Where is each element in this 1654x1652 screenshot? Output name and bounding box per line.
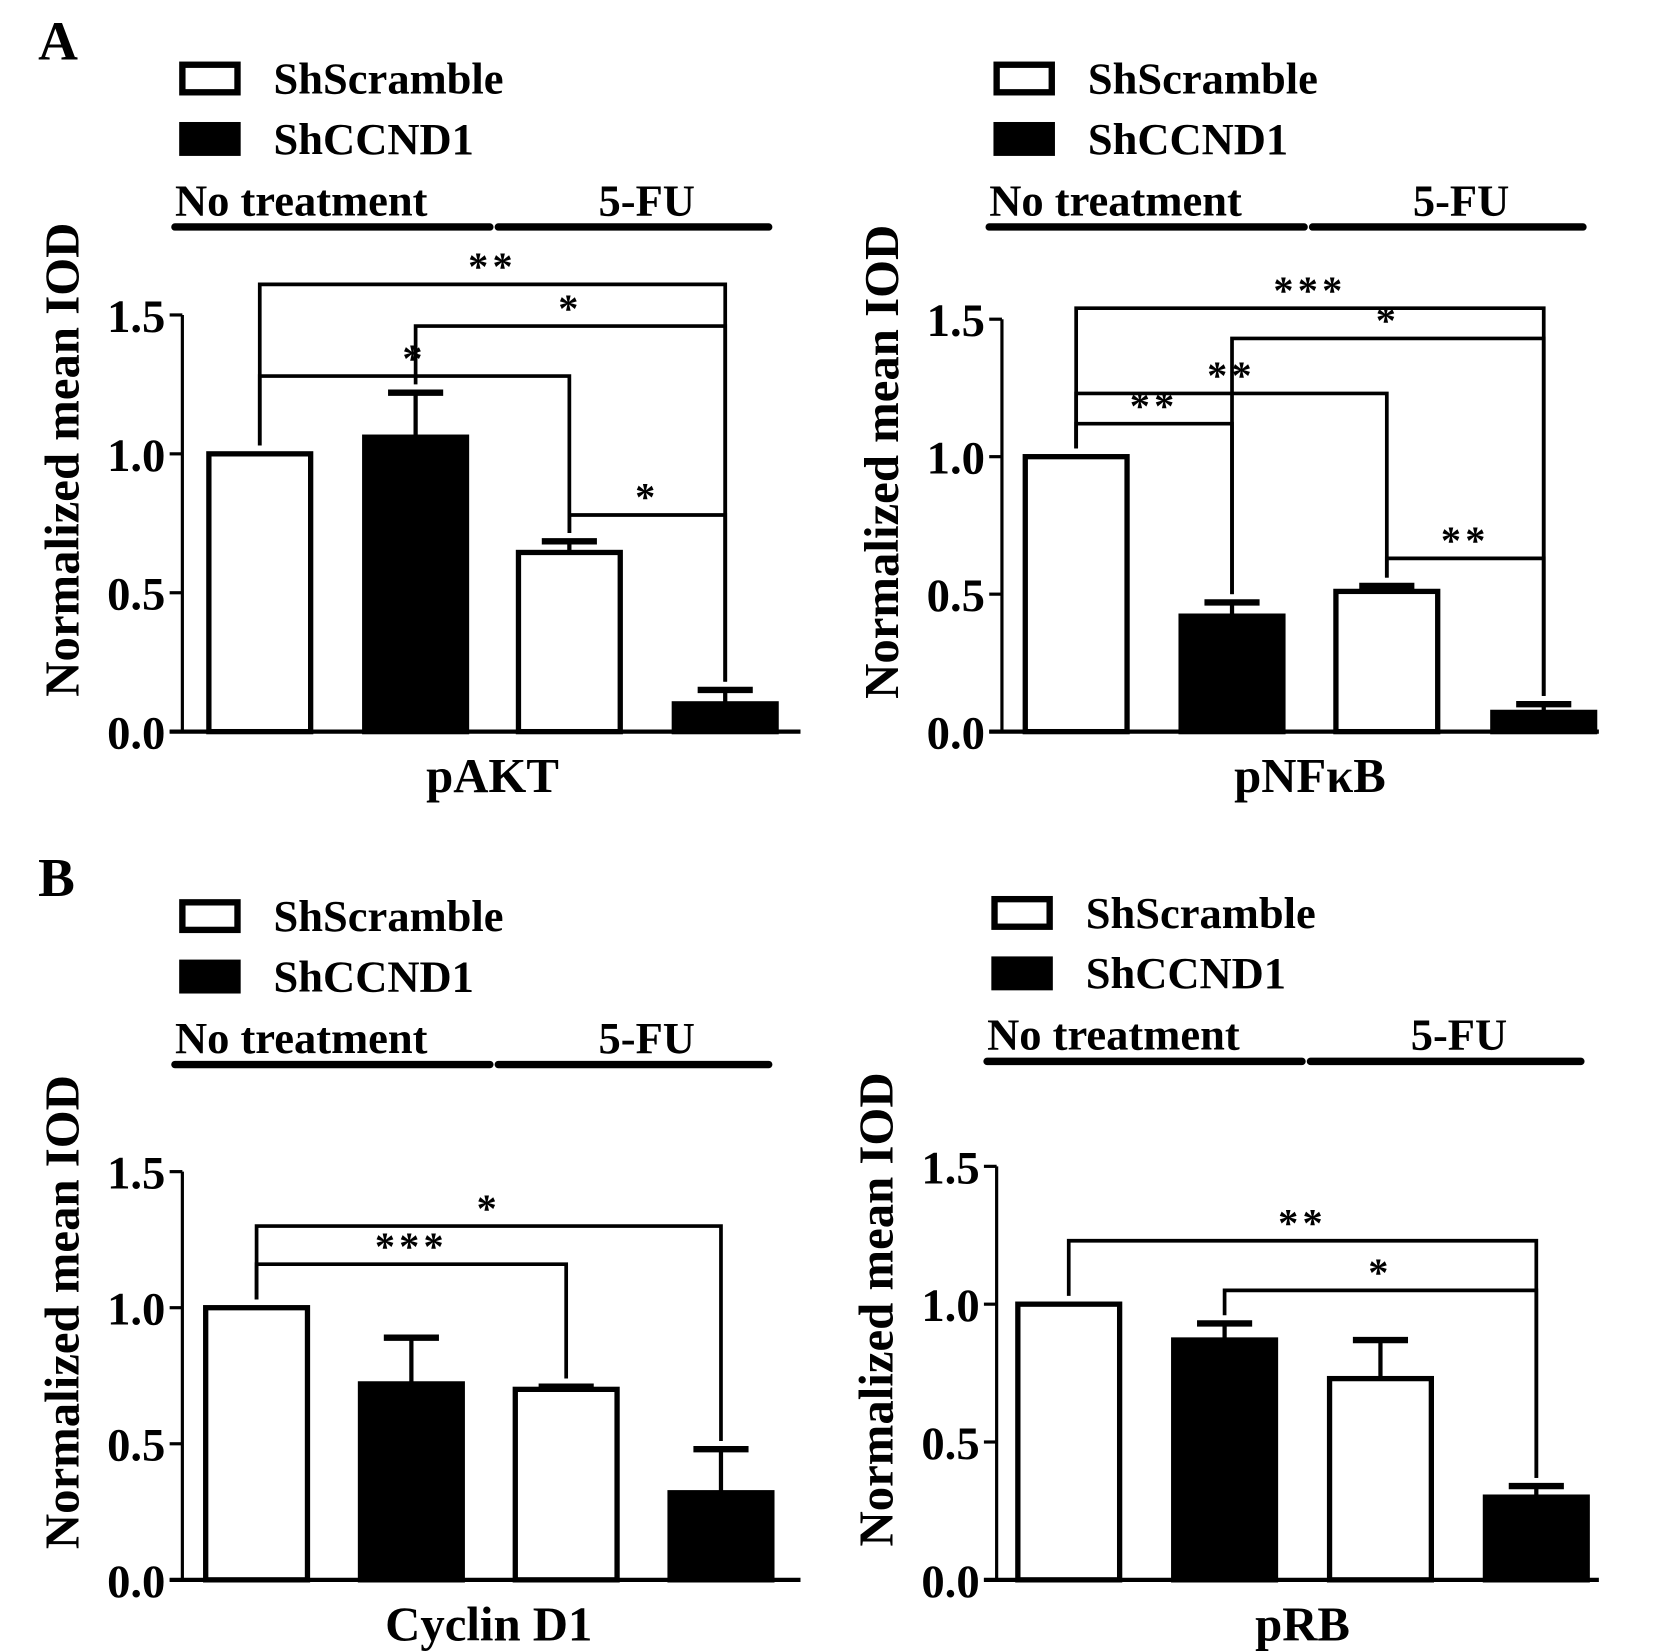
y-tick-label: 0.5: [107, 1420, 165, 1472]
y-axis-label: Normalized mean IOD: [35, 1075, 89, 1549]
y-tick-label: 0.5: [927, 570, 985, 622]
y-tick-label: 1.0: [921, 1280, 979, 1332]
significance-label: *: [1368, 1250, 1392, 1295]
y-tick-label: 0.0: [921, 1556, 979, 1608]
y-axis-label: Normalized mean IOD: [855, 225, 909, 699]
chart-pnfκb: ShScramble ShCCND1 No treatment 5-FU Normali…: [855, 53, 1599, 803]
bar: [512, 1386, 620, 1583]
group-label: No treatment: [175, 175, 428, 225]
y-tick-label: 0.0: [107, 1556, 165, 1608]
legend-swatch: [179, 959, 241, 994]
bar: [1482, 1494, 1590, 1583]
y-tick-label: 0.5: [921, 1418, 979, 1470]
x-axis-label: pAKT: [426, 749, 559, 803]
y-axis-label: Normalized mean IOD: [35, 223, 89, 697]
significance-label: ***: [375, 1224, 448, 1269]
bar: [1178, 613, 1286, 735]
bar: [203, 1305, 311, 1583]
significance-label: **: [1130, 383, 1179, 428]
significance-label: **: [1278, 1201, 1327, 1246]
legend-label: ShCCND1: [1086, 948, 1286, 998]
y-tick-label: 0.0: [107, 708, 165, 760]
x-axis-label: pRB: [1255, 1597, 1350, 1651]
group-label: No treatment: [987, 1010, 1240, 1060]
y-tick-label: 1.0: [107, 430, 165, 482]
bar: [667, 1490, 775, 1583]
legend-label: ShScramble: [274, 53, 504, 103]
y-tick-label: 0.0: [927, 708, 985, 760]
legend-swatch: [179, 61, 241, 96]
legend-swatch: [179, 899, 241, 934]
bar: [671, 701, 779, 735]
bar: [357, 1381, 465, 1583]
bar: [1022, 454, 1130, 735]
y-tick-label: 1.0: [107, 1284, 165, 1336]
significance-bracket: [1074, 391, 1389, 578]
chart-cyclin-d1: ShScramble ShCCND1 No treatment 5-FU Normali…: [35, 891, 801, 1651]
legend-label: ShCCND1: [274, 114, 474, 164]
group-label: 5-FU: [599, 1013, 695, 1063]
significance-bracket: [567, 513, 728, 682]
legend-label: ShCCND1: [1088, 114, 1288, 164]
y-tick-label: 1.0: [927, 433, 985, 485]
y-tick-label: 0.5: [107, 569, 165, 621]
significance-bracket: [1384, 556, 1546, 696]
x-axis-label: Cyclin D1: [385, 1597, 592, 1651]
significance-bracket: [413, 324, 728, 682]
group-label: 5-FU: [599, 175, 695, 225]
y-tick-label: 1.5: [107, 291, 165, 343]
legend-label: ShScramble: [1088, 53, 1318, 103]
legend-swatch: [993, 121, 1055, 156]
legend-label: ShScramble: [274, 891, 504, 941]
bar: [515, 549, 623, 735]
y-axis-label: Normalized mean IOD: [850, 1072, 904, 1546]
y-tick-label: 1.5: [927, 295, 985, 347]
bar: [206, 451, 314, 735]
bar: [1171, 1337, 1279, 1583]
bar: [362, 434, 470, 735]
bar: [1490, 709, 1598, 735]
bar: [1326, 1375, 1434, 1583]
group-label: 5-FU: [1411, 1010, 1507, 1060]
x-axis-label: pNFκB: [1234, 749, 1386, 803]
legend-swatch: [991, 956, 1053, 991]
legend-swatch: [993, 61, 1055, 96]
group-label: 5-FU: [1413, 175, 1509, 225]
significance-bracket: [257, 374, 572, 534]
significance-label: *: [402, 336, 426, 381]
significance-bracket: [1066, 1238, 1539, 1478]
legend-swatch: [991, 895, 1053, 930]
significance-label: ***: [1273, 268, 1346, 313]
significance-bracket: [254, 1262, 569, 1379]
significance-bracket: [1222, 1288, 1539, 1478]
significance-bracket: [254, 1224, 723, 1442]
significance-label: **: [1441, 518, 1490, 563]
legend-swatch: [179, 121, 241, 156]
significance-label: **: [468, 244, 517, 289]
significance-bracket: [1074, 421, 1234, 595]
significance-label: *: [635, 475, 659, 520]
legend-label: ShScramble: [1086, 888, 1316, 938]
significance-label: *: [477, 1186, 501, 1231]
panel-label-a: A: [38, 10, 78, 71]
group-label: No treatment: [989, 175, 1242, 225]
bar: [1333, 588, 1441, 735]
y-tick-label: 1.5: [921, 1142, 979, 1194]
significance-label: *: [558, 286, 582, 331]
legend-label: ShCCND1: [274, 951, 474, 1001]
significance-label: *: [1376, 298, 1400, 343]
panel-label-b: B: [38, 847, 75, 908]
group-label: No treatment: [175, 1013, 428, 1063]
significance-label: **: [1207, 353, 1256, 398]
significance-bracket: [1074, 306, 1546, 696]
y-tick-label: 1.5: [107, 1148, 165, 1200]
chart-pakt: ShScramble ShCCND1 No treatment 5-FU Normali…: [35, 53, 801, 803]
bar: [1015, 1301, 1123, 1583]
chart-prb: ShScramble ShCCND1 No treatment 5-FU Normali…: [850, 888, 1599, 1651]
